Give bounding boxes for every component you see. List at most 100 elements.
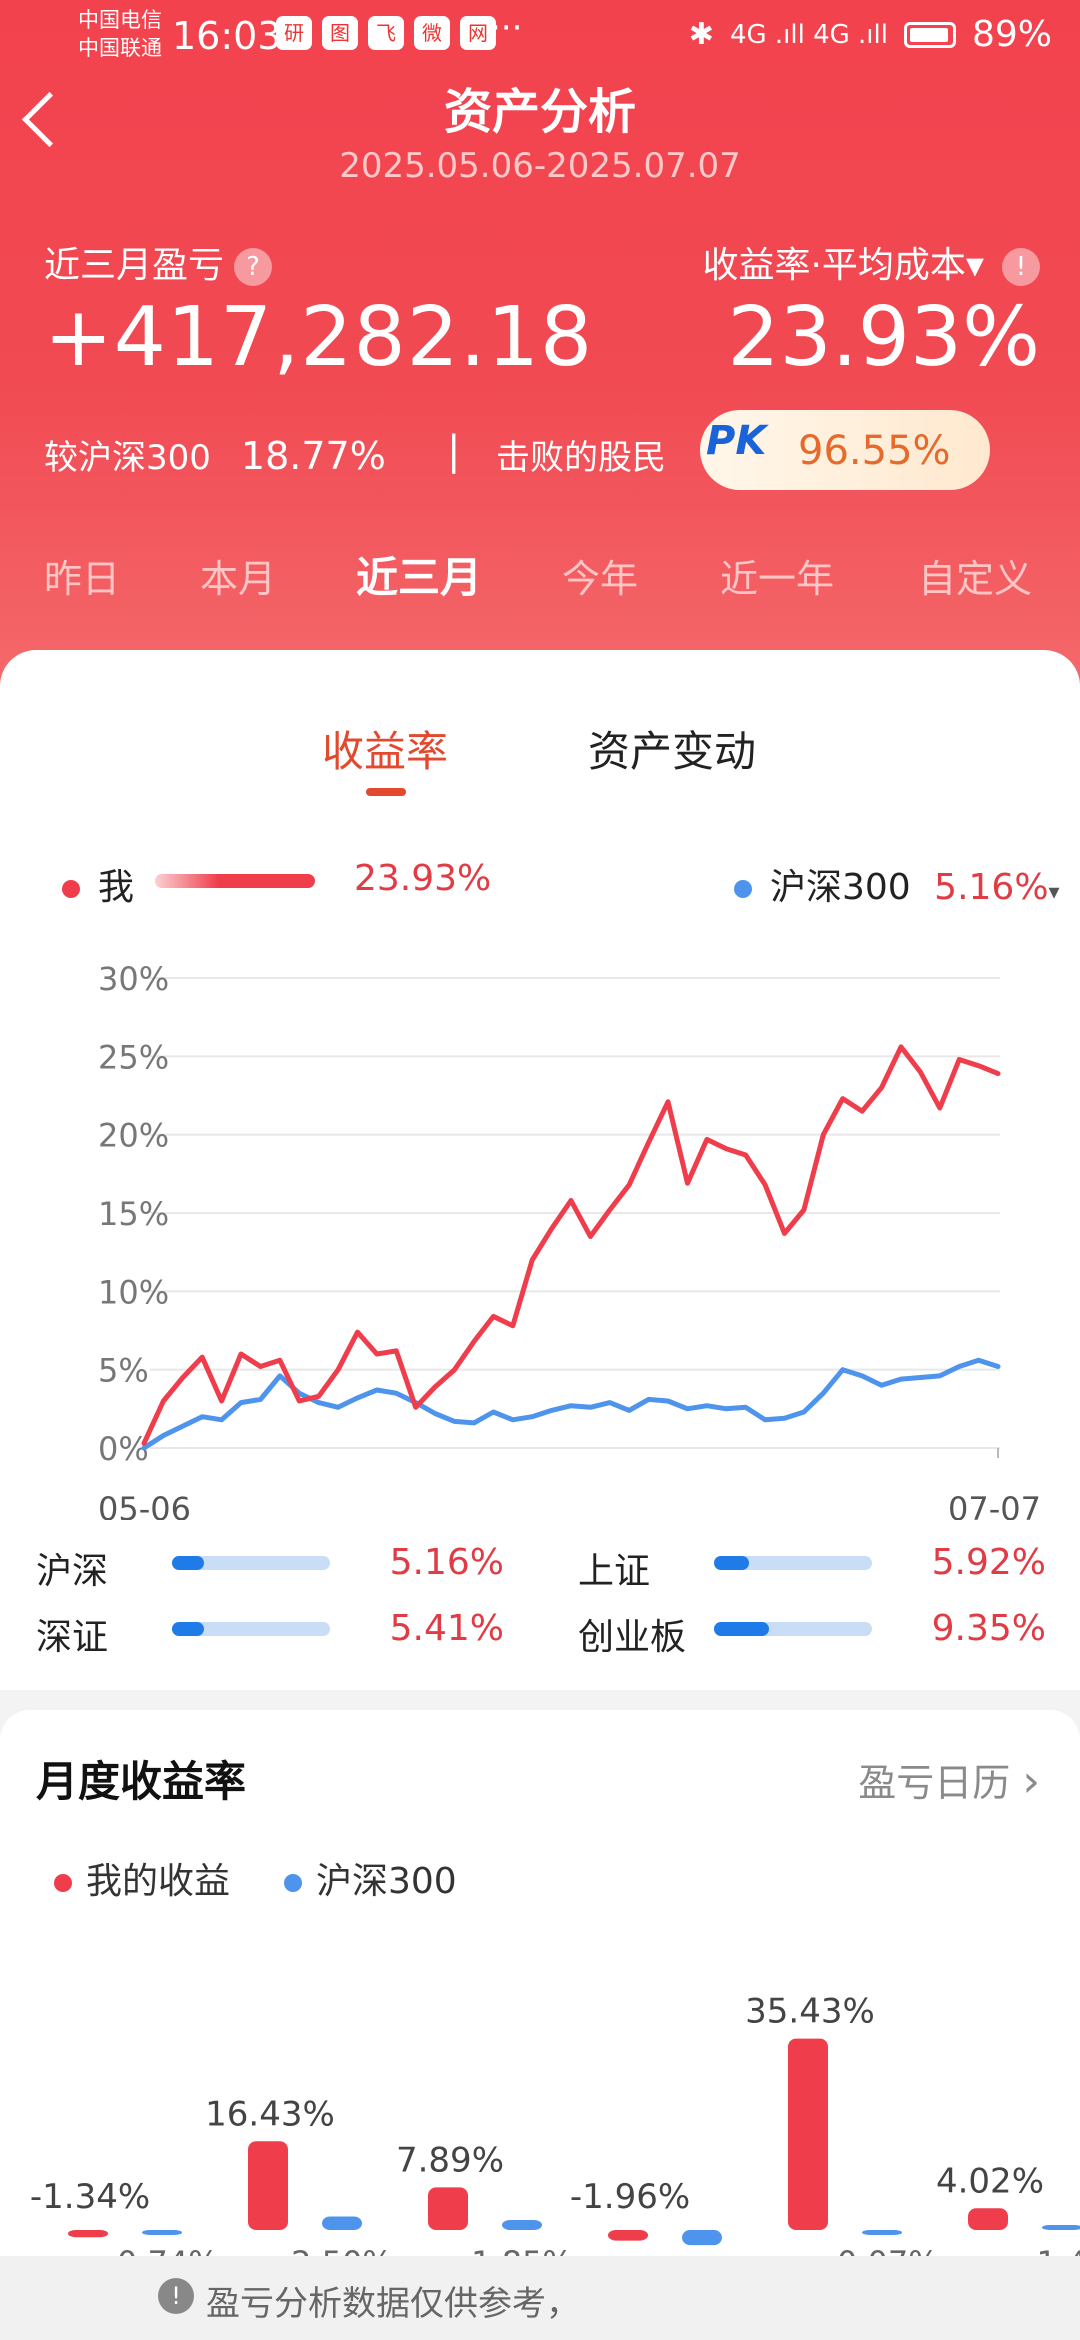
beat-label: 击败的股民 <box>496 438 666 478</box>
index-name: 创业板 <box>578 1617 687 1658</box>
carrier-info: 中国电信 中国联通 <box>78 6 162 62</box>
legend-me-bar <box>155 874 315 888</box>
legend-my-return: 我的收益 <box>54 1852 230 1904</box>
y-tick-label: 10% <box>98 1273 169 1311</box>
index-value: 5.16% <box>389 1542 504 1583</box>
bar-label-my-return: 7.89% <box>396 2140 504 2180</box>
y-tick-label: 0% <box>98 1430 149 1468</box>
bar-my-return <box>248 2141 288 2230</box>
returns-line-chart: 0% 5% 10% 15% 20% 25% 30% 05-06 07-07 <box>98 960 1041 1520</box>
x-tick-label: 05-06 <box>98 1490 191 1520</box>
pl-label-text: 近三月盈亏 <box>44 245 225 286</box>
fade-overlay <box>580 2266 1080 2330</box>
tab-asset-change[interactable]: 资产变动 <box>588 727 757 776</box>
bar-label-index: -0.74% <box>105 2244 218 2256</box>
legend-me: 我 <box>62 858 134 910</box>
y-tick-label: 15% <box>98 1195 169 1233</box>
red-dot-icon <box>54 1874 72 1892</box>
beat-value: 96.55% <box>798 428 951 474</box>
blue-dot-icon <box>734 880 752 898</box>
header: 中国电信 中国联通 16:03 研 图 飞 微 网 ··· ✱ 4G .ıll … <box>0 0 1080 700</box>
system-status: ✱ 4G .ıll 4G .ıll 89% <box>689 14 1052 55</box>
tab-yesterday[interactable]: 昨日 <box>44 557 121 601</box>
period-tabs: 昨日 本月 近三月 今年 近一年 自定义 <box>0 548 1080 608</box>
app-icon-2: 图 <box>322 16 358 50</box>
rate-selector[interactable]: 收益率·平均成本▾! <box>702 236 1040 288</box>
legend-me-label: 我 <box>98 867 135 908</box>
notice-icon: ! <box>158 2278 194 2314</box>
legend-my-return-label: 我的收益 <box>86 1861 231 1902</box>
bluetooth-icon: ✱ <box>688 17 714 52</box>
calendar-link[interactable]: 盈亏日历 › <box>858 1752 1040 1807</box>
compare-value: 18.77% <box>240 434 386 478</box>
bar-label-index: 1.85% <box>471 2244 573 2256</box>
divider: | <box>447 428 461 474</box>
tab-1-year[interactable]: 近一年 <box>720 557 835 601</box>
pl-value: +417,282.18 <box>44 290 594 385</box>
legend-index-300-label: 沪深300 <box>316 1861 457 1902</box>
tab-custom[interactable]: 自定义 <box>918 557 1033 601</box>
pk-badge[interactable] <box>700 410 990 490</box>
bar-label-index: 1.4 <box>1037 2244 1080 2256</box>
y-tick-label: 20% <box>98 1117 169 1155</box>
help-icon[interactable]: ? <box>234 248 273 286</box>
dropdown-caret-icon[interactable]: ▾ <box>1048 880 1060 905</box>
rate-value: 23.93% <box>727 290 1040 385</box>
y-tick-label: 5% <box>98 1352 149 1390</box>
signal-icon: 4G .ıll 4G .ıll <box>729 19 888 50</box>
index-bar <box>714 1556 872 1570</box>
bar-index <box>322 2216 362 2230</box>
tab-this-month[interactable]: 本月 <box>200 557 277 601</box>
index-bar-fill <box>714 1556 749 1570</box>
calendar-link-label[interactable]: 盈亏日历 <box>858 1761 1011 1805</box>
info-icon[interactable]: ! <box>1002 248 1040 286</box>
app-icon-1: 研 <box>276 16 312 50</box>
index-value: 5.92% <box>931 1542 1046 1583</box>
tab-this-year[interactable]: 今年 <box>562 557 639 601</box>
bar-index <box>142 2230 182 2235</box>
app-icon-3: 飞 <box>368 16 404 50</box>
index-bar-fill <box>172 1556 204 1570</box>
series-line <box>141 1044 1001 1446</box>
bar-my-return <box>428 2187 468 2230</box>
legend-index-label: 沪深300 <box>770 867 911 908</box>
monthly-card <box>0 1710 1080 2340</box>
bar-index <box>502 2220 542 2230</box>
index-name: 深证 <box>36 1617 109 1658</box>
disclaimer-bar: ! 盈亏分析数据仅供参考， <box>0 2256 1080 2340</box>
bar-my-return <box>608 2230 648 2241</box>
compare-row: 较沪深300 18.77% <box>44 430 386 479</box>
bar-index <box>682 2230 722 2246</box>
bar-label-my-return: 4.02% <box>936 2161 1044 2201</box>
index-bar-fill <box>172 1622 204 1636</box>
bar-index <box>1042 2225 1080 2230</box>
more-icon: ··· <box>490 8 523 48</box>
red-dot-icon <box>62 880 80 898</box>
legend-me-value: 23.93% <box>354 858 492 899</box>
bar-my-return <box>68 2230 108 2238</box>
returns-card <box>0 650 1080 1690</box>
legend-index-value: 5.16% <box>934 867 1049 908</box>
app-icon-5: 网 <box>460 16 496 50</box>
index-bar-fill <box>714 1622 770 1636</box>
rate-label-text[interactable]: 收益率·平均成本▾ <box>702 245 984 286</box>
bar-my-return <box>788 2038 828 2230</box>
page-title: 资产分析 <box>443 84 636 140</box>
tab-returns[interactable]: 收益率 <box>322 727 449 776</box>
series-line <box>141 1357 1001 1451</box>
index-bar <box>172 1622 330 1636</box>
monthly-title: 月度收益率 <box>36 1757 247 1806</box>
tab-3-months[interactable]: 近三月 <box>356 553 483 602</box>
monthly-bar-chart: -1.34% -0.74% 16.43% 2.50% 7.89% 1.85% -1.96% 3… <box>30 1992 1080 2256</box>
index-bar <box>714 1622 872 1636</box>
pl-label: 近三月盈亏? <box>44 236 273 288</box>
bar-label-my-return: 35.43% <box>745 1992 875 2032</box>
tab-underline <box>366 788 406 796</box>
bar-label-my-return: 16.43% <box>205 2094 335 2134</box>
bar-label-my-return: -1.34% <box>30 2177 150 2217</box>
carrier-1: 中国电信 <box>78 8 162 32</box>
wechat-icon: 微 <box>414 16 450 50</box>
chevron-right-icon: › <box>1022 1756 1040 1807</box>
bar-label-index: -0.07% <box>825 2244 938 2256</box>
legend-index[interactable]: 沪深300 5.16%▾ <box>734 858 1060 910</box>
